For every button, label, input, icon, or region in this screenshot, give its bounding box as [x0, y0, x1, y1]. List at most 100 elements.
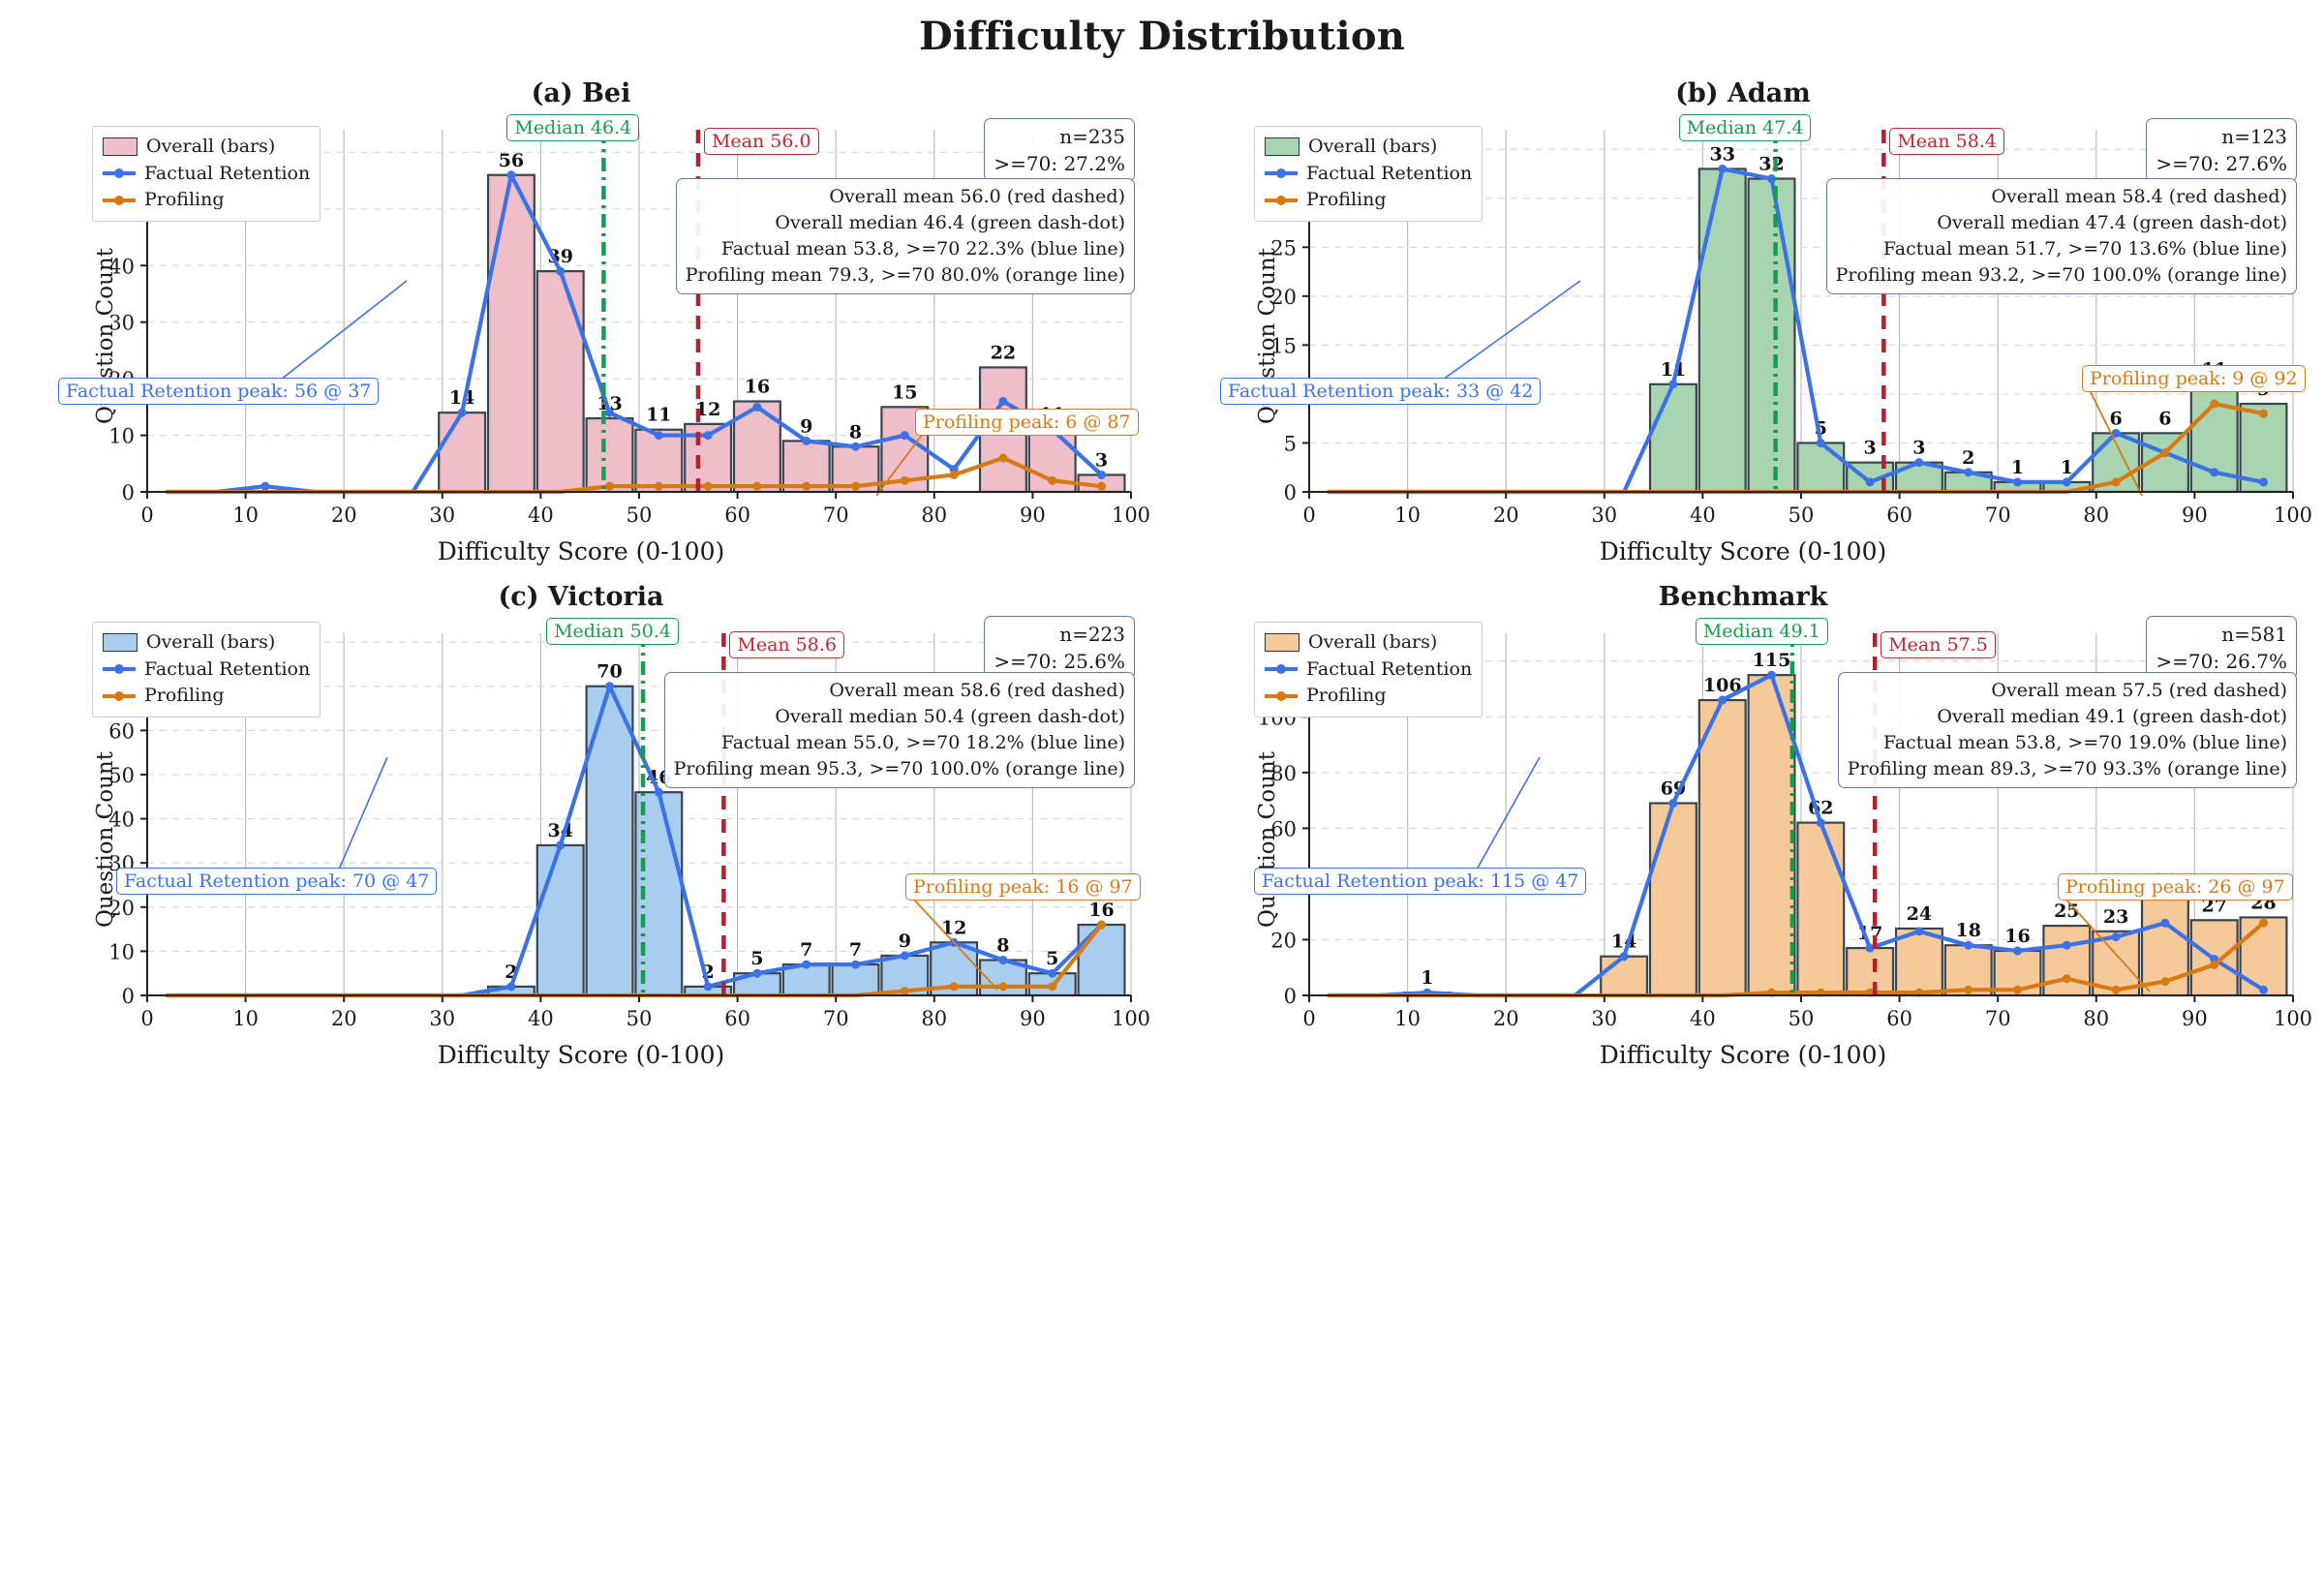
profiling-line-icon — [1265, 690, 1298, 701]
x-tick-label: 0 — [140, 1007, 153, 1030]
bar-value-label: 56 — [499, 150, 524, 171]
legend-item-bars: Overall (bars) — [1265, 134, 1472, 161]
y-tick-label: 40 — [108, 809, 135, 832]
median-tag: Median 49.1 — [1695, 618, 1828, 645]
bar-value-label: 33 — [1709, 143, 1734, 165]
factual-line-icon — [103, 664, 136, 675]
bar-value-label: 24 — [1907, 903, 1932, 925]
sample-size-box: n=235 >=70: 27.2% — [984, 118, 1135, 182]
y-tick-label: 30 — [108, 312, 135, 335]
bars-swatch-icon — [1265, 137, 1300, 157]
x-tick-label: 50 — [627, 1007, 653, 1030]
panel-bei: (a) Bei Question Count Difficulty Score … — [0, 71, 1162, 574]
x-tick-label: 90 — [2182, 1007, 2208, 1030]
bar-value-label: 23 — [2103, 906, 2128, 928]
plot-area-adam: Question Count Difficulty Score (0-100) … — [1162, 108, 2324, 565]
factual-peak-annotation: Factual Retention peak: 56 @ 37 — [58, 378, 380, 405]
bar-value-label: 12 — [941, 917, 966, 938]
legend-label-profiling: Profiling — [144, 685, 225, 707]
bar-value-label: 12 — [695, 399, 720, 420]
bar-value-label: 6 — [2110, 408, 2123, 429]
x-tick-label: 50 — [627, 504, 653, 527]
sample-size-box: n=123 >=70: 27.6% — [2146, 118, 2297, 182]
mean-tag: Mean 58.6 — [729, 631, 844, 658]
bar-value-label: 5 — [750, 948, 763, 969]
x-tick-label: 20 — [1493, 1007, 1519, 1030]
sample-size-box: n=223 >=70: 25.6% — [984, 616, 1135, 680]
y-tick-label: 60 — [1270, 817, 1297, 840]
profiling-line-icon — [1265, 195, 1298, 205]
sample-size-box: n=581 >=70: 26.7% — [2146, 616, 2297, 680]
legend: Overall (bars) Factual Retention Profiling — [1254, 126, 1483, 222]
profiling-peak-annotation: Profiling peak: 26 @ 97 — [2058, 873, 2293, 901]
statistics-box: Overall mean 57.5 (red dashed) Overall m… — [1837, 672, 2297, 788]
bar-value-label: 1 — [1421, 967, 1433, 989]
x-tick-label: 40 — [1690, 1007, 1716, 1030]
statistics-box: Overall mean 58.4 (red dashed) Overall m… — [1825, 178, 2297, 294]
y-tick-label: 40 — [108, 255, 135, 278]
bar-value-label: 2 — [1962, 447, 1974, 469]
legend-item-bars: Overall (bars) — [103, 134, 310, 161]
x-tick-label: 70 — [1985, 504, 2011, 527]
y-tick-label: 20 — [108, 897, 135, 920]
median-tag: Median 50.4 — [546, 618, 679, 645]
profiling-peak-annotation: Profiling peak: 9 @ 92 — [2082, 365, 2306, 392]
bars-swatch-icon — [1265, 633, 1300, 653]
median-tag: Median 46.4 — [506, 114, 640, 141]
bar-value-label: 1 — [2061, 457, 2073, 478]
y-tick-label: 0 — [122, 481, 135, 504]
bar-value-label: 106 — [1703, 675, 1742, 696]
x-tick-label: 80 — [921, 504, 947, 527]
bar-value-label: 7 — [800, 939, 812, 961]
legend-item-factual: Factual Retention — [1265, 161, 1472, 188]
x-tick-label: 100 — [1112, 504, 1150, 527]
x-tick-label: 90 — [1020, 1007, 1046, 1030]
legend-item-profiling: Profiling — [103, 683, 310, 710]
bar-value-label: 5 — [1046, 948, 1058, 969]
y-tick-label: 20 — [1270, 286, 1297, 309]
x-tick-label: 0 — [140, 504, 153, 527]
bar-value-label: 32 — [1758, 154, 1784, 175]
profiling-line-icon — [103, 690, 136, 701]
x-tick-label: 80 — [2083, 1007, 2109, 1030]
legend-label-bars: Overall (bars) — [1308, 136, 1438, 157]
legend-label-bars: Overall (bars) — [146, 136, 276, 157]
x-tick-label: 60 — [1886, 504, 1912, 527]
bar-value-label: 7 — [849, 939, 862, 961]
bar-value-label: 16 — [2004, 926, 2030, 947]
legend: Overall (bars) Factual Retention Profiling — [1254, 622, 1483, 718]
y-tick-label: 60 — [108, 719, 135, 743]
x-axis-label: Difficulty Score (0-100) — [1599, 1041, 1887, 1069]
factual-peak-annotation: Factual Retention peak: 33 @ 42 — [1220, 378, 1542, 405]
factual-line-icon — [1265, 664, 1298, 675]
legend-label-profiling: Profiling — [1306, 189, 1387, 211]
x-tick-label: 30 — [429, 1007, 455, 1030]
legend: Overall (bars) Factual Retention Profiling — [92, 126, 321, 222]
bar-value-label: 18 — [1955, 920, 1980, 941]
y-tick-label: 20 — [1270, 929, 1297, 952]
x-tick-label: 20 — [331, 1007, 357, 1030]
x-tick-label: 60 — [724, 1007, 750, 1030]
x-tick-label: 100 — [2274, 504, 2312, 527]
statistics-box: Overall mean 56.0 (red dashed) Overall m… — [675, 178, 1135, 294]
legend-item-profiling: Profiling — [103, 187, 310, 214]
x-tick-label: 10 — [232, 1007, 259, 1030]
bar-value-label: 9 — [800, 415, 812, 437]
x-tick-label: 40 — [528, 1007, 554, 1030]
x-tick-label: 20 — [331, 504, 357, 527]
plot-area-benchmark: Question Count Difficulty Score (0-100) … — [1162, 612, 2324, 1069]
legend-label-profiling: Profiling — [1306, 685, 1387, 707]
chart-svg: 1456391311121698152211301020304050607080… — [108, 130, 1150, 527]
x-tick-label: 30 — [1591, 1007, 1617, 1030]
legend-label-factual: Factual Retention — [1306, 657, 1473, 680]
x-tick-label: 0 — [1302, 1007, 1315, 1030]
x-tick-label: 100 — [2274, 1007, 2312, 1030]
legend-item-factual: Factual Retention — [1265, 657, 1472, 684]
profiling-peak-annotation: Profiling peak: 16 @ 97 — [905, 873, 1141, 901]
x-tick-label: 30 — [429, 504, 455, 527]
x-tick-label: 50 — [1789, 504, 1815, 527]
bar-value-label: 3 — [1864, 438, 1877, 459]
bar-value-label: 15 — [892, 382, 917, 403]
factual-line-icon — [103, 168, 136, 179]
bar-value-label: 16 — [1088, 900, 1114, 921]
